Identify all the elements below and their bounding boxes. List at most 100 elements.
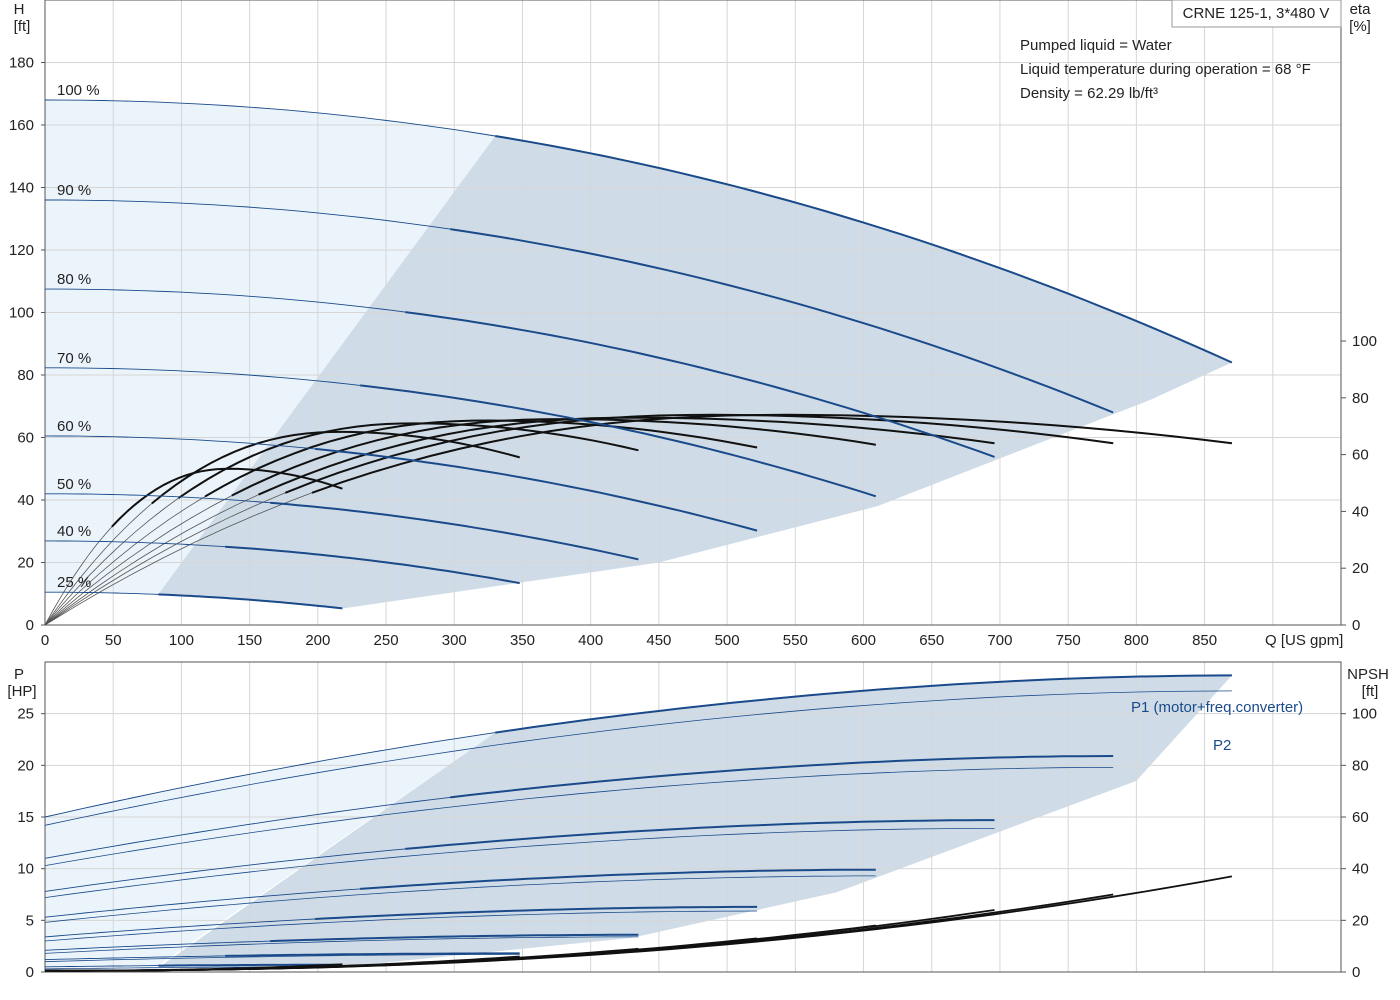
head-curve (450, 228, 1114, 414)
x-tick-label: 600 (851, 632, 876, 649)
x-tick-label: 750 (1056, 632, 1081, 649)
speed-label: 40 % (57, 523, 91, 540)
y-tick-label: 40 (17, 492, 34, 509)
y-tick-label: 140 (9, 180, 34, 197)
p1-curve (495, 674, 1232, 734)
y2-tick-label: 40 (1352, 503, 1369, 520)
y-tick-label: 80 (17, 367, 34, 384)
x-tick-label: 450 (646, 632, 671, 649)
npsh-tick-label: 20 (1352, 912, 1369, 929)
p1-curve-thin (44, 848, 406, 892)
head-curve-thin (44, 99, 496, 137)
npsh-axis-unit: [ft] (1362, 683, 1379, 700)
head-curve (359, 384, 877, 498)
power-npsh-panel: 0 5 10 15 20 25 0 20 40 60 80 100 (17, 661, 1377, 981)
npsh-tick-label: 100 (1352, 706, 1377, 723)
head-curve (158, 593, 343, 610)
p1-curve-thin (44, 918, 316, 938)
head-light-region (45, 100, 496, 595)
p-tick-label: 15 (17, 809, 34, 826)
speed-label: 60 % (57, 418, 91, 435)
p1-curve (450, 755, 1114, 799)
title-box (1171, 0, 1342, 28)
npsh-curve (45, 963, 343, 972)
x-tick-label: 800 (1124, 632, 1149, 649)
speed-label: 80 % (57, 271, 91, 288)
x-tick-label: 50 (105, 632, 122, 649)
p1-curve (405, 819, 995, 850)
eta-axis-unit: [%] (1349, 18, 1371, 35)
p1-curve-thin (44, 955, 226, 961)
npsh-tick-label: 0 (1352, 964, 1360, 981)
p-tick-label: 5 (26, 912, 34, 929)
p1-curve-thin (44, 888, 361, 918)
x-tick-label: 700 (987, 632, 1012, 649)
p1-curve-thin (45, 965, 159, 968)
head-operating-region (158, 135, 1232, 609)
p-tick-label: 20 (17, 757, 34, 774)
speed-label: 50 % (57, 476, 91, 493)
p2-curve (44, 828, 995, 898)
speed-label: 100 % (57, 82, 100, 99)
y2-tick-label: 60 (1352, 447, 1369, 464)
x-tick-label: 200 (305, 632, 330, 649)
eta-curve (284, 413, 1114, 494)
p2-curve (44, 936, 639, 954)
eta-curve (204, 419, 758, 498)
p-tick-label: 0 (26, 964, 34, 981)
power-light-region (45, 732, 496, 969)
y-tick-label: 60 (17, 430, 34, 447)
y2-tick-label: 0 (1352, 617, 1360, 634)
p1-curve (360, 868, 876, 890)
head-curve-thin (45, 288, 406, 313)
y2-tick-label: 80 (1352, 390, 1369, 407)
head-curve (405, 311, 995, 458)
speed-label: 25 % (57, 574, 91, 591)
eta-curve (177, 422, 639, 499)
head-curve (315, 447, 758, 532)
p2-curve (44, 954, 520, 963)
x-tick-label: 400 (578, 632, 603, 649)
head-curve (495, 135, 1233, 364)
p1-curve (270, 933, 639, 943)
npsh-tick-label: 40 (1352, 861, 1369, 878)
y-tick-label: 0 (26, 617, 34, 634)
x-tick-label: 850 (1192, 632, 1217, 649)
p2-curve (44, 690, 1232, 826)
p1-curve (315, 905, 758, 920)
head-curve-thin (44, 435, 316, 450)
x-tick-label: 550 (783, 632, 808, 649)
p2-curve (44, 910, 758, 942)
h-axis-label: H (14, 1, 25, 18)
eta-curve (111, 467, 343, 528)
power-operating-region (158, 675, 1232, 968)
head-curve (270, 501, 639, 561)
y-tick-label: 120 (9, 242, 34, 259)
y-tick-label: 180 (9, 55, 34, 72)
q-axis-label: Q [US gpm] (1265, 632, 1343, 649)
p-axis-unit: [HP] (7, 683, 36, 700)
head-curve-thin (45, 591, 159, 595)
head-curve-thin (45, 367, 361, 386)
x-tick-label: 650 (919, 632, 944, 649)
eta-axis-label: eta (1350, 1, 1372, 18)
p2-label: P2 (1213, 737, 1231, 754)
y-tick-label: 160 (9, 117, 34, 134)
x-tick-label: 250 (374, 632, 399, 649)
p2-curve (44, 875, 876, 923)
x-tick-label: 0 (41, 632, 49, 649)
x-tick-label: 500 (715, 632, 740, 649)
npsh-tick-label: 60 (1352, 809, 1369, 826)
speed-label: 70 % (57, 350, 91, 367)
x-tick-label: 350 (510, 632, 535, 649)
head-curve-thin (45, 199, 451, 230)
p-tick-label: 25 (17, 706, 34, 723)
p1-curve-thin (44, 796, 451, 859)
eta-curve (151, 430, 520, 505)
head-efficiency-panel: 100 % 90 % 80 % 70 % 60 % 50 % 40 % 25 % 0 50 100… (9, 0, 1377, 649)
info-liquid-temperature: Liquid temperature during operation = 68… (1020, 61, 1311, 78)
head-curve (225, 545, 520, 585)
eta-curve (258, 416, 995, 496)
npsh-axis-label: NPSH (1347, 666, 1389, 683)
npsh-tick-label: 80 (1352, 757, 1369, 774)
